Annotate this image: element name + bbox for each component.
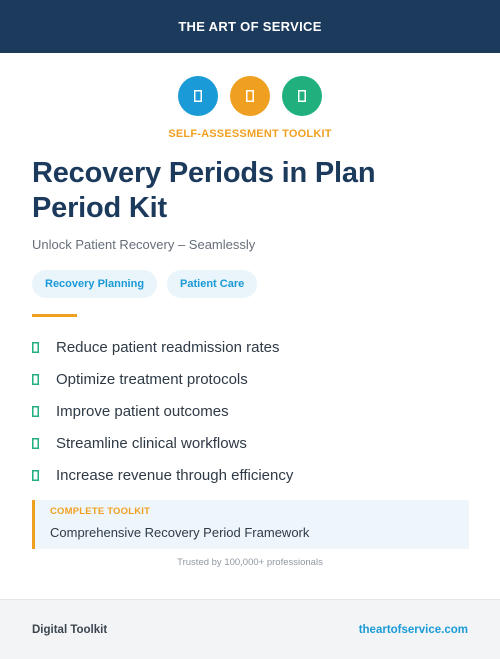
benefit-text: Increase revenue through efficiency xyxy=(56,466,294,484)
footer-label: Digital Toolkit xyxy=(32,623,108,636)
benefit-list: Reduce patient readmission rates Optimiz… xyxy=(32,331,293,491)
footer: Digital Toolkit theartofservice.com xyxy=(0,599,500,659)
benefit-item: Improve patient outcomes xyxy=(32,395,293,427)
brand-name: THE ART OF SERVICE xyxy=(178,19,322,34)
tag-list: Recovery Planning Patient Care xyxy=(32,270,258,298)
check-icon xyxy=(32,373,56,385)
tag-patient-care: Patient Care xyxy=(167,270,258,298)
benefit-text: Streamline clinical workflows xyxy=(56,434,247,452)
callout-label: COMPLETE TOOLKIT xyxy=(50,506,151,517)
badge-icon-green xyxy=(282,76,322,116)
accent-divider xyxy=(32,314,77,317)
benefit-item: Increase revenue through efficiency xyxy=(32,459,293,491)
website-link[interactable]: theartofservice.com xyxy=(358,623,468,636)
check-icon xyxy=(32,341,56,353)
eyebrow-label: SELF-ASSESSMENT TOOLKIT xyxy=(168,128,332,140)
check-icon xyxy=(32,469,56,481)
benefit-item: Reduce patient readmission rates xyxy=(32,331,293,363)
benefit-text: Improve patient outcomes xyxy=(56,402,229,420)
benefit-item: Optimize treatment protocols xyxy=(32,363,293,395)
icon-row xyxy=(0,76,500,116)
header-bar: THE ART OF SERVICE xyxy=(0,0,500,53)
tag-recovery-planning: Recovery Planning xyxy=(32,270,158,298)
check-icon xyxy=(32,405,56,417)
benefit-item: Streamline clinical workflows xyxy=(32,427,293,459)
benefit-text: Reduce patient readmission rates xyxy=(56,338,280,356)
check-icon xyxy=(32,437,56,449)
trusted-note: Trusted by 100,000+ professionals xyxy=(177,557,323,568)
benefit-text: Optimize treatment protocols xyxy=(56,370,248,388)
callout-value: Comprehensive Recovery Period Framework xyxy=(50,525,310,540)
badge-icon-orange xyxy=(230,76,270,116)
page-title: Recovery Periods in Plan Period Kit xyxy=(32,157,376,224)
subtitle: Unlock Patient Recovery – Seamlessly xyxy=(32,237,256,252)
toolkit-callout: COMPLETE TOOLKIT Comprehensive Recovery … xyxy=(32,500,469,549)
badge-icon-blue xyxy=(178,76,218,116)
